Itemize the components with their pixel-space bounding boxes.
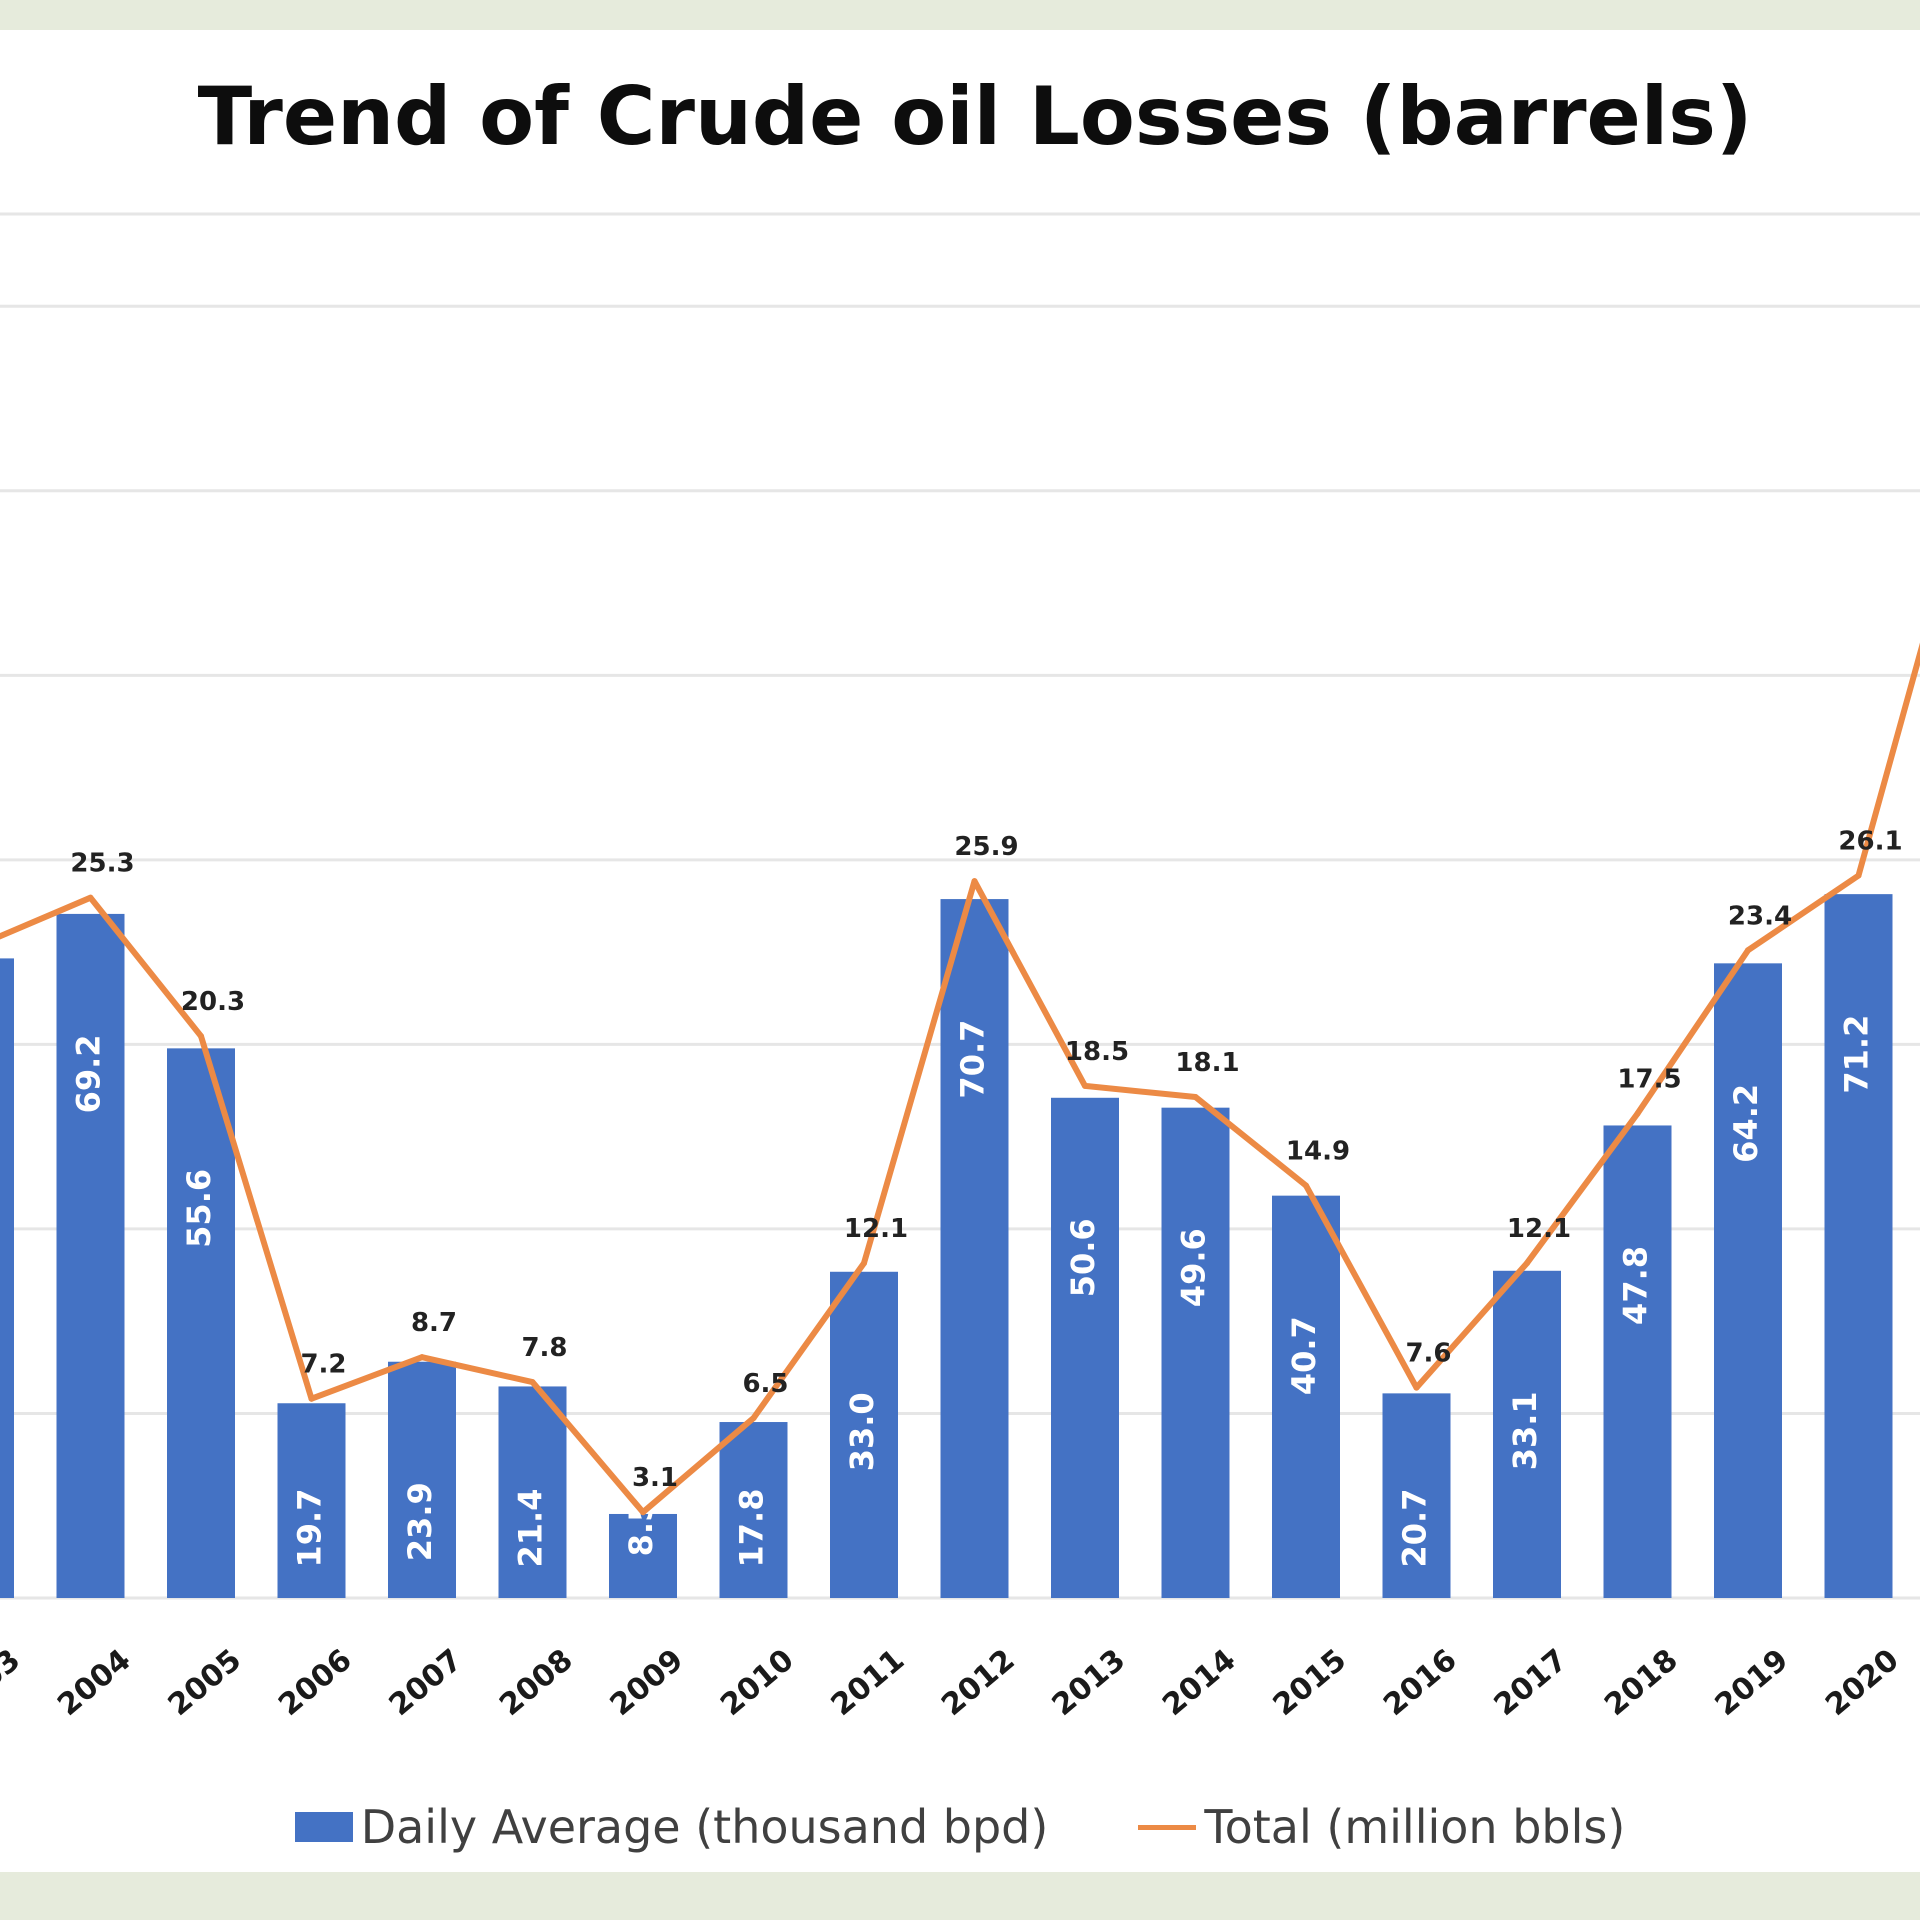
bar-2020 bbox=[1824, 894, 1893, 1598]
line-point-2020 bbox=[1855, 872, 1862, 879]
bar-value-label: 47.8 bbox=[1617, 1246, 1655, 1325]
bar-2003 bbox=[0, 958, 14, 1598]
x-tick-label: 2006 bbox=[272, 1642, 358, 1722]
bar-2011 bbox=[830, 1271, 898, 1598]
x-tick-label: 2013 bbox=[1046, 1642, 1132, 1722]
line-point-2008 bbox=[529, 1379, 536, 1386]
line-point-2012 bbox=[971, 878, 978, 885]
bar-value-label: 21.4 bbox=[512, 1489, 550, 1568]
line-point-2013 bbox=[1082, 1082, 1088, 1089]
line-point-2017 bbox=[1524, 1260, 1530, 1267]
bar-2007 bbox=[388, 1361, 456, 1598]
bar-value-label: 40.7 bbox=[1285, 1316, 1323, 1395]
legend-bar-label: Daily Average (thousand bpd) bbox=[360, 1800, 1049, 1854]
x-tick-label: 2016 bbox=[1377, 1642, 1463, 1722]
x-tick-label: 2019 bbox=[1709, 1642, 1795, 1722]
line-point-2005 bbox=[198, 1033, 204, 1040]
x-tick-label: 2003 bbox=[0, 1642, 27, 1722]
chart-title: Trend of Crude oil Losses (barrels) bbox=[197, 70, 1753, 163]
bar-value-label: 64.2 bbox=[1727, 1084, 1765, 1163]
line-value-label: 20.3 bbox=[181, 987, 245, 1017]
x-tick-label: 2009 bbox=[604, 1642, 690, 1722]
line-value-label: 6.5 bbox=[742, 1369, 788, 1399]
x-tick-label: 2004 bbox=[51, 1642, 137, 1722]
bar-2004 bbox=[56, 913, 125, 1598]
bar-value-label: 70.7 bbox=[954, 1020, 992, 1099]
bar-2016 bbox=[1382, 1393, 1451, 1598]
line-value-label: 18.5 bbox=[1065, 1037, 1129, 1067]
legend-bar-swatch bbox=[294, 1812, 353, 1842]
line-point-2009 bbox=[640, 1509, 646, 1516]
x-tick-label: 2014 bbox=[1156, 1642, 1242, 1722]
line-point-2007 bbox=[419, 1354, 425, 1361]
bar-2019 bbox=[1714, 963, 1782, 1598]
bar-2014 bbox=[1161, 1107, 1230, 1598]
x-tick-label: 2005 bbox=[162, 1642, 248, 1722]
line-value-label: 25.3 bbox=[70, 849, 134, 879]
line-point-2019 bbox=[1745, 947, 1751, 954]
x-tick-label: 2012 bbox=[935, 1642, 1021, 1722]
bar-value-label: 33.0 bbox=[843, 1392, 881, 1471]
line-value-label: 25.9 bbox=[954, 832, 1018, 862]
legend: Daily Average (thousand bpd) Total (mill… bbox=[0, 1800, 1920, 1854]
line-value-label: 18.1 bbox=[1175, 1048, 1239, 1078]
line-value-label: 7.6 bbox=[1405, 1339, 1451, 1369]
bar-value-label: 17.8 bbox=[733, 1489, 771, 1568]
x-tick-label: 2011 bbox=[825, 1642, 911, 1722]
line-point-2018 bbox=[1634, 1110, 1641, 1117]
bar-2010 bbox=[719, 1422, 788, 1598]
bar-value-label: 33.1 bbox=[1506, 1391, 1544, 1470]
bar-value-label: 55.6 bbox=[180, 1169, 218, 1248]
x-tick-label: 2008 bbox=[493, 1642, 579, 1722]
bar-value-label: 19.7 bbox=[291, 1489, 329, 1568]
x-tick-label: 2017 bbox=[1488, 1642, 1574, 1722]
line-value-label: 17.5 bbox=[1617, 1065, 1681, 1095]
line-point-2015 bbox=[1303, 1182, 1309, 1189]
legend-item-bar: Daily Average (thousand bpd) bbox=[294, 1800, 1049, 1854]
chart-frame: Trend of Crude oil Losses (barrels) 64.7… bbox=[0, 30, 1920, 1872]
bar-2006 bbox=[277, 1403, 346, 1598]
line-value-label: 26.1 bbox=[1838, 827, 1902, 857]
bar-2015 bbox=[1272, 1195, 1340, 1598]
bar-2009 bbox=[609, 1513, 677, 1598]
bar-value-label: 20.7 bbox=[1396, 1489, 1434, 1568]
bar-value-label: 49.6 bbox=[1175, 1228, 1213, 1307]
bar-2012 bbox=[940, 899, 1009, 1598]
line-value-label: 7.2 bbox=[300, 1350, 346, 1380]
x-tick-label: 2020 bbox=[1819, 1642, 1905, 1722]
legend-item-line: Total (million bbls) bbox=[1138, 1800, 1625, 1854]
x-tick-label: 2010 bbox=[714, 1642, 800, 1722]
line-value-label: 23.4 bbox=[1728, 901, 1792, 931]
bar-value-label: 50.6 bbox=[1064, 1218, 1102, 1297]
line-value-label: 14.9 bbox=[1286, 1137, 1350, 1167]
bar-2005 bbox=[167, 1048, 235, 1598]
legend-line-label: Total (million bbls) bbox=[1204, 1800, 1626, 1854]
bar-2017 bbox=[1493, 1270, 1561, 1598]
legend-line-swatch bbox=[1138, 1824, 1197, 1830]
bar-value-label: 69.2 bbox=[70, 1034, 108, 1113]
line-value-label: 12.1 bbox=[844, 1214, 908, 1244]
bar-2018 bbox=[1603, 1125, 1672, 1598]
bar-value-label: 71.2 bbox=[1838, 1015, 1876, 1094]
line-point-2016 bbox=[1413, 1384, 1420, 1391]
line-value-label: 3.1 bbox=[632, 1463, 678, 1493]
x-tick-label: 2007 bbox=[383, 1642, 469, 1722]
bar-2013 bbox=[1051, 1097, 1119, 1598]
plot-area: 64.769.255.619.723.921.48.517.833.070.75… bbox=[0, 212, 1920, 1723]
line-point-2011 bbox=[861, 1260, 867, 1267]
line-point-2010 bbox=[750, 1415, 757, 1422]
line-point-2014 bbox=[1192, 1093, 1199, 1100]
line-point-2006 bbox=[308, 1395, 315, 1402]
line-point-2004 bbox=[87, 894, 94, 901]
x-tick-label: 2015 bbox=[1267, 1642, 1353, 1722]
bar-value-label: 23.9 bbox=[401, 1482, 439, 1561]
line-value-label: 8.7 bbox=[411, 1308, 457, 1338]
x-tick-label: 2018 bbox=[1598, 1642, 1684, 1722]
bar-2008 bbox=[498, 1386, 567, 1598]
line-value-label: 7.8 bbox=[521, 1333, 567, 1363]
line-value-label: 12.1 bbox=[1507, 1214, 1571, 1244]
